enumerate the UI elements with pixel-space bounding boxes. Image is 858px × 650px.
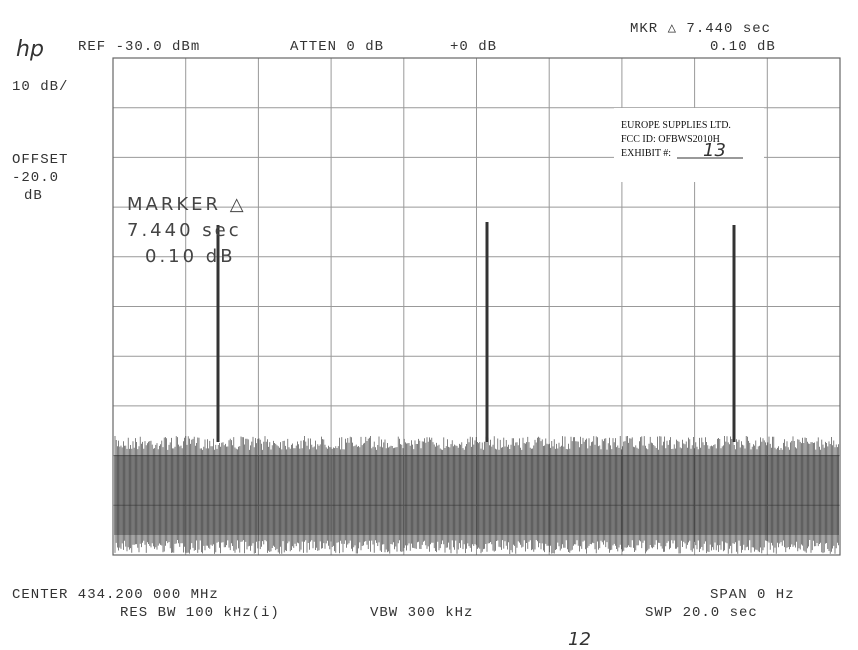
marker-level: 0.10 dB <box>145 246 236 267</box>
center-frequency: CENTER 434.200 000 MHz <box>12 587 219 603</box>
offset-value: -20.0 <box>12 170 59 186</box>
logo: hp <box>16 37 44 62</box>
plot-frame <box>112 57 841 556</box>
scale-label: 10 dB/ <box>12 79 68 95</box>
attenuation: ATTEN 0 dB <box>290 39 384 55</box>
res-bw: RES BW 100 kHz(i) <box>120 605 280 621</box>
stamp-fcc-id: FCC ID: OFBWS2010H <box>621 134 720 145</box>
stamp-company: EUROPE SUPPLIES LTD. <box>621 120 731 131</box>
marker-title: MARKER △ <box>127 194 247 215</box>
noise-shade <box>114 455 839 535</box>
marker-readout: MKR △ 7.440 sec <box>630 21 771 37</box>
ref-level: REF -30.0 dBm <box>78 39 200 55</box>
marker-time: 7.440 sec <box>127 220 242 241</box>
offset-db: +0 dB <box>450 39 497 55</box>
span: SPAN 0 Hz <box>710 587 795 603</box>
page-number: 12 <box>568 629 591 650</box>
pulses <box>216 222 736 442</box>
marker-level: 0.10 dB <box>710 39 776 55</box>
offset-label: OFFSET <box>12 152 68 168</box>
stamp <box>614 108 764 182</box>
noise-floor <box>114 436 839 554</box>
offset-unit: dB <box>24 188 43 204</box>
stamp-exhibit-number: 13 <box>703 140 726 161</box>
sweep: SWP 20.0 sec <box>645 605 758 621</box>
vbw: VBW 300 kHz <box>370 605 473 621</box>
noise-trace <box>114 436 839 554</box>
stamp-exhibit-label: EXHIBIT #: <box>621 148 671 159</box>
